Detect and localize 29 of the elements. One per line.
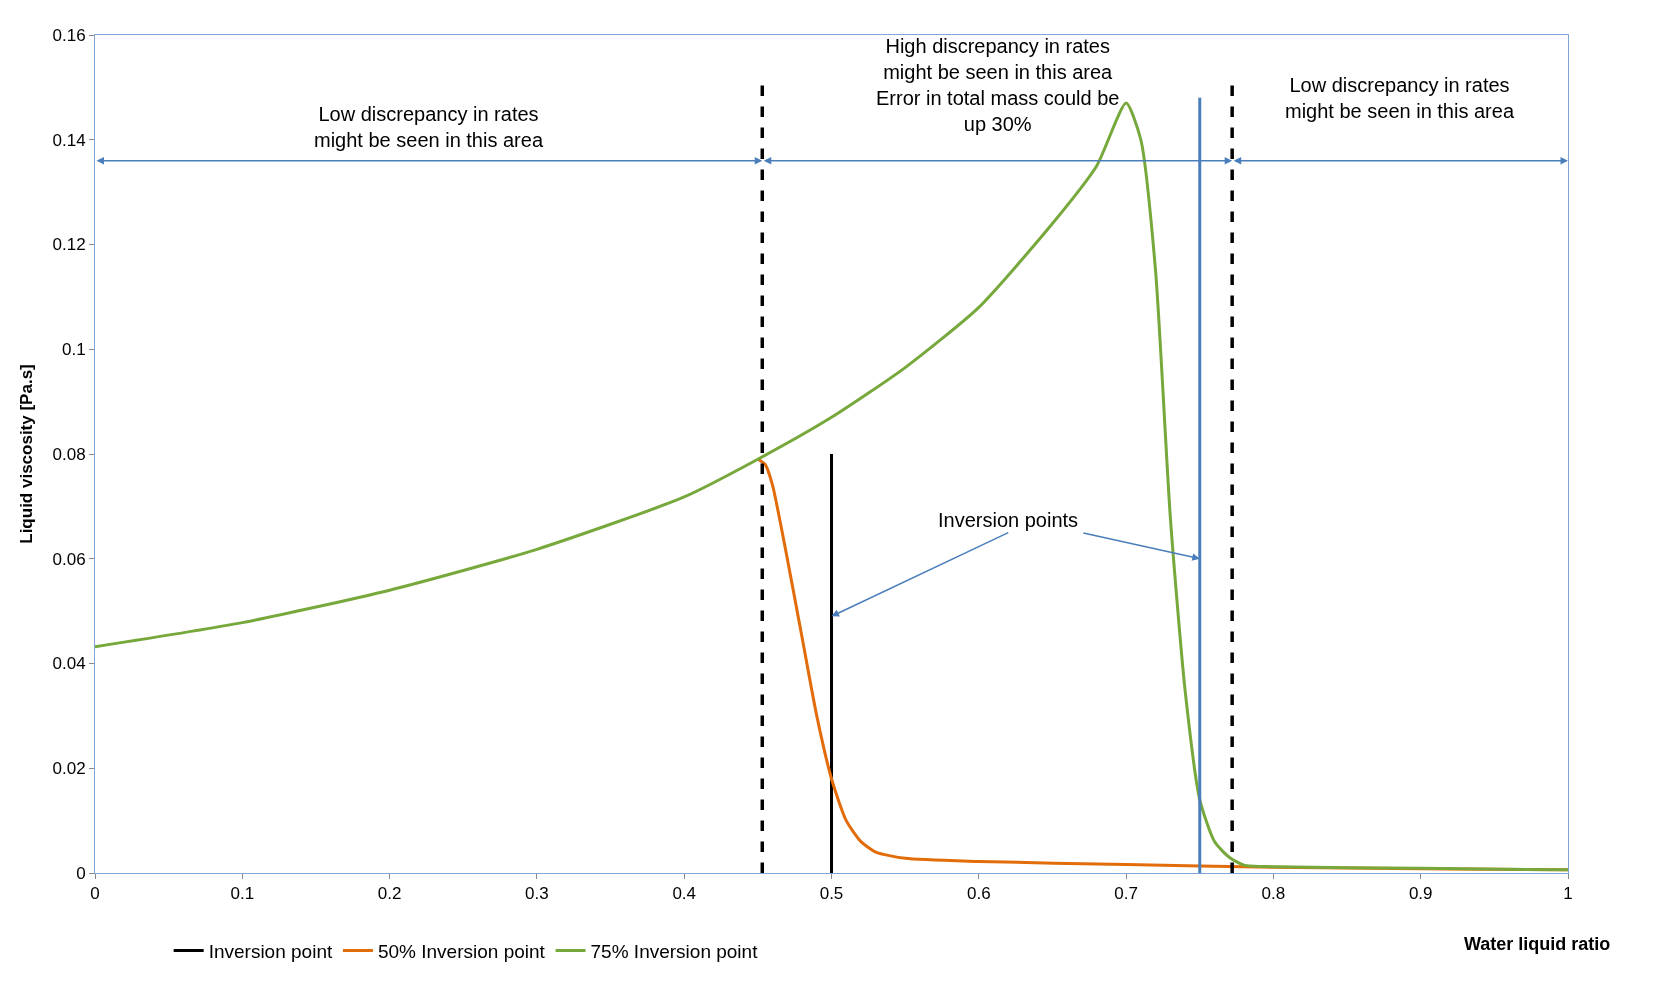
y-tick-label: 0.14 bbox=[52, 130, 86, 150]
x-tick-label: 0.7 bbox=[1114, 884, 1138, 904]
x-tick-label: 1 bbox=[1563, 884, 1573, 904]
legend-label: 50% Inversion point bbox=[377, 940, 546, 962]
annotation: Low discrepancy in rates might be seen in this area bbox=[1285, 74, 1515, 122]
x-tick-label: 0.8 bbox=[1261, 884, 1286, 904]
y-axis-title: Liquid viscosity [Pa.s] bbox=[17, 364, 37, 544]
x-tick-label: 0.9 bbox=[1408, 884, 1433, 904]
x-tick-label: 0 bbox=[90, 884, 100, 904]
x-axis-title: Water liquid ratio bbox=[1464, 934, 1611, 954]
x-tick-label: 0.6 bbox=[966, 884, 991, 904]
x-tick-label: 0.5 bbox=[819, 884, 844, 904]
y-tick-label: 0.1 bbox=[61, 340, 86, 360]
annotation: Inversion points bbox=[938, 509, 1079, 531]
legend-label: Inversion point bbox=[208, 940, 333, 962]
legend-label: 75% Inversion point bbox=[590, 940, 759, 962]
annotation: High discrepancy in rates might be seen in this area Error in total mass could be up 30% bbox=[876, 35, 1120, 135]
y-tick-label: 0 bbox=[76, 863, 86, 883]
y-tick-label: 0.16 bbox=[52, 25, 86, 45]
x-tick-label: 0.1 bbox=[230, 884, 255, 904]
x-tick-label: 0.4 bbox=[672, 884, 697, 904]
y-tick-label: 0.02 bbox=[52, 759, 86, 779]
y-tick-label: 0.04 bbox=[52, 654, 86, 674]
y-tick-label: 0.08 bbox=[52, 444, 86, 464]
y-tick-label: 0.06 bbox=[52, 549, 86, 569]
annotation: Low discrepancy in rates might be seen in this area bbox=[314, 103, 544, 151]
x-tick-label: 0.3 bbox=[525, 884, 549, 904]
x-tick-label: 0.2 bbox=[377, 884, 402, 904]
y-tick-label: 0.12 bbox=[52, 235, 86, 255]
